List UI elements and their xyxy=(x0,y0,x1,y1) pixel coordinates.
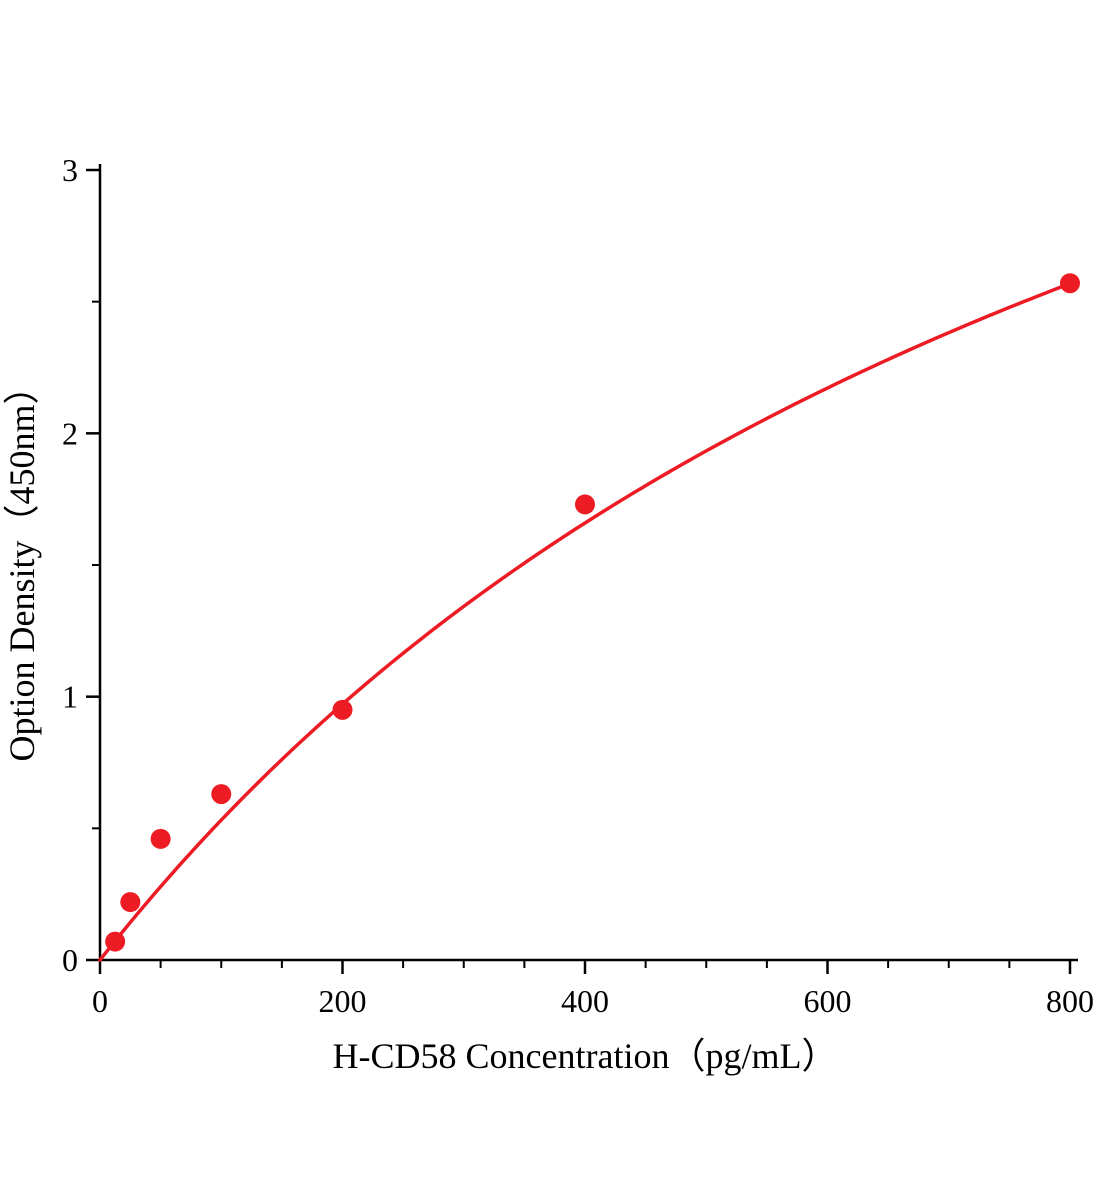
x-tick-label: 800 xyxy=(1046,983,1094,1019)
data-point xyxy=(105,931,126,952)
x-tick-label: 400 xyxy=(561,983,609,1019)
x-tick-label: 600 xyxy=(804,983,852,1019)
data-point xyxy=(575,494,595,515)
y-tick-label: 2 xyxy=(62,415,78,451)
fit-curve xyxy=(98,281,1072,962)
data-point xyxy=(150,828,171,849)
y-axis-title: Option Density（450nm） xyxy=(2,369,42,762)
data-point xyxy=(120,892,141,913)
data-point xyxy=(211,784,232,805)
y-tick-label: 0 xyxy=(62,942,78,978)
data-point xyxy=(332,699,353,720)
x-tick-label: 200 xyxy=(319,983,367,1019)
data-point xyxy=(1060,273,1080,294)
plot-area: 0 200 400 600 800 0 1 2 3 xyxy=(62,152,1094,1019)
x-tick-label: 0 xyxy=(92,983,108,1019)
x-axis-title: H-CD58 Concentration（pg/mL） xyxy=(333,1036,838,1076)
y-tick-label: 1 xyxy=(62,679,78,715)
y-tick-label: 3 xyxy=(62,152,78,188)
